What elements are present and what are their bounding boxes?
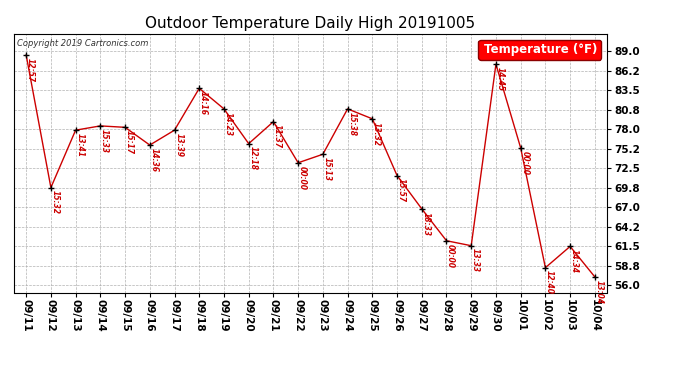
Text: 14:45: 14:45 [495, 67, 504, 91]
Text: 13:39: 13:39 [174, 133, 183, 157]
Text: 15:13: 15:13 [322, 157, 331, 181]
Text: 15:17: 15:17 [125, 130, 134, 154]
Text: 14:23: 14:23 [224, 112, 233, 136]
Text: 12:57: 12:57 [26, 58, 34, 82]
Text: 15:57: 15:57 [397, 178, 406, 202]
Text: 12:18: 12:18 [248, 146, 257, 170]
Text: 00:00: 00:00 [446, 243, 455, 267]
Text: 15:33: 15:33 [100, 129, 109, 153]
Text: 14:34: 14:34 [570, 249, 579, 273]
Text: 13:04: 13:04 [595, 280, 604, 304]
Text: 00:00: 00:00 [520, 151, 529, 175]
Text: 13:32: 13:32 [372, 122, 381, 146]
Text: 00:00: 00:00 [298, 165, 307, 189]
Text: 18:33: 18:33 [422, 211, 431, 236]
Text: 15:38: 15:38 [347, 112, 356, 136]
Text: 13:41: 13:41 [75, 133, 84, 157]
Text: 14:16: 14:16 [199, 91, 208, 115]
Title: Outdoor Temperature Daily High 20191005: Outdoor Temperature Daily High 20191005 [146, 16, 475, 31]
Text: 13:33: 13:33 [471, 249, 480, 273]
Legend: Temperature (°F): Temperature (°F) [478, 40, 601, 60]
Text: 12:40: 12:40 [545, 270, 554, 294]
Text: 14:36: 14:36 [150, 148, 159, 172]
Text: 15:32: 15:32 [50, 190, 59, 214]
Text: Copyright 2019 Cartronics.com: Copyright 2019 Cartronics.com [17, 39, 148, 48]
Text: 11:37: 11:37 [273, 124, 282, 148]
